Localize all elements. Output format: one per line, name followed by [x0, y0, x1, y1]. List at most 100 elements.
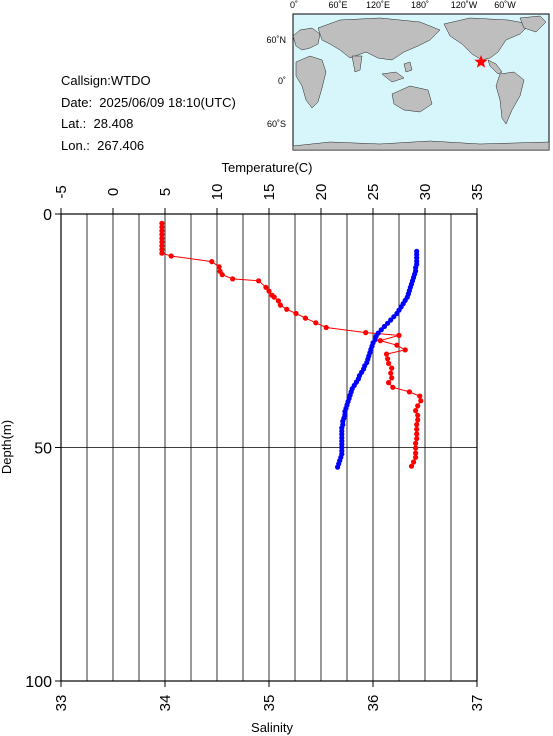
- temperature-point: [396, 332, 402, 338]
- temperature-point: [383, 351, 390, 357]
- map-lon-label: 120˚W: [451, 0, 478, 10]
- temperature-point: [411, 459, 417, 465]
- temperature-point: [159, 239, 165, 245]
- temperature-point: [209, 259, 215, 265]
- left-axis-tick-label: 0: [43, 207, 52, 224]
- temperature-point: [389, 375, 395, 381]
- temperature-point: [418, 398, 424, 404]
- top-axis: -5 0 5 10 15 20 25 30 35: [53, 184, 486, 214]
- temperature-point: [417, 393, 423, 399]
- temperature-point: [413, 440, 419, 446]
- map-lon-label: 0˚: [290, 0, 298, 10]
- salinity-point: [378, 327, 384, 333]
- temperature-point: [256, 278, 262, 284]
- longitude-label: Lon.:: [61, 137, 90, 153]
- location-map: 0˚ 60˚E 120˚E 180˚ 120˚W 60˚W 60˚N 0˚ 60…: [266, 0, 550, 151]
- latitude-value: 28.408: [93, 116, 134, 131]
- temperature-point: [216, 264, 222, 270]
- series-layer: [159, 220, 424, 470]
- temperature-point: [414, 422, 420, 428]
- left-axis: 0 50 100: [25, 207, 61, 691]
- temperature-point: [159, 246, 165, 253]
- left-axis-tick-label: 50: [34, 441, 52, 458]
- longitude-value: 267.406: [97, 137, 145, 153]
- temperature-point: [377, 338, 383, 344]
- bottom-axis-tick-label: 33: [53, 695, 70, 712]
- temperature-point: [414, 436, 420, 442]
- temperature-point: [413, 408, 419, 414]
- temperature-point: [386, 380, 392, 386]
- top-axis-title: Temperature(C): [221, 160, 312, 175]
- bottom-axis-tick-label: 37: [469, 695, 486, 712]
- map-lat-labels: 60˚N 0˚ 60˚S: [266, 35, 286, 129]
- temperature-point: [415, 417, 421, 423]
- bottom-axis-tick-label: 34: [157, 695, 174, 712]
- temperature-point: [284, 306, 290, 312]
- map-lon-label: 60˚W: [494, 0, 516, 10]
- temperature-point: [230, 276, 236, 282]
- temperature-point: [414, 426, 420, 432]
- temperature-point: [413, 454, 419, 460]
- temperature-point: [386, 360, 392, 366]
- map-lat-label: 60˚N: [266, 35, 286, 45]
- salinity-point: [394, 310, 400, 317]
- temperature-point: [263, 284, 269, 290]
- temperature-point: [415, 412, 421, 418]
- temperature-point: [385, 356, 391, 362]
- left-axis-tick-label: 100: [25, 674, 52, 691]
- map-lon-labels: 0˚ 60˚E 120˚E 180˚ 120˚W 60˚W: [290, 0, 516, 10]
- temperature-point: [415, 403, 421, 409]
- temperature-point: [159, 220, 165, 226]
- top-axis-tick-label: 5: [157, 188, 174, 196]
- latitude-row: Lat.: 28.408: [61, 113, 236, 135]
- temperature-point: [406, 389, 412, 395]
- map-lon-label: 120˚E: [366, 0, 390, 10]
- temperature-point: [159, 224, 165, 230]
- temperature-point: [389, 365, 395, 371]
- map-lon-label: 180˚: [411, 0, 429, 10]
- temperature-point: [413, 445, 419, 451]
- salinity-point: [388, 317, 394, 323]
- temperature-point: [271, 294, 277, 300]
- bottom-axis-title: Salinity: [251, 720, 293, 735]
- longitude-row: Lon.: 267.406: [61, 135, 236, 157]
- station-info: Callsign:WTDO Date: 2025/06/09 18:10(UTC…: [61, 70, 236, 156]
- date-text: Date: 2025/06/09 18:10(UTC): [61, 94, 236, 110]
- latitude-label: Lat.:: [61, 116, 87, 131]
- map-lon-label: 60˚E: [328, 0, 347, 10]
- temperature-point: [159, 231, 165, 238]
- temperature-point: [390, 384, 396, 390]
- map-land: [292, 15, 550, 151]
- map-lat-label: 0˚: [278, 76, 286, 86]
- temperature-point: [159, 235, 165, 241]
- temperature-point: [414, 431, 420, 437]
- top-axis-tick-label: 25: [365, 184, 382, 201]
- temperature-point: [394, 342, 400, 348]
- top-axis-tick-label: 30: [417, 184, 434, 201]
- top-axis-tick-label: 15: [261, 184, 278, 201]
- salinity-point: [381, 323, 387, 330]
- temperature-point: [293, 310, 299, 317]
- temperature-point: [266, 288, 272, 294]
- callsign-text: Callsign:WTDO: [61, 73, 151, 88]
- top-axis-tick-label: 0: [105, 188, 122, 196]
- temperature-point: [159, 243, 165, 249]
- temperature-point: [159, 250, 165, 256]
- salinity-point: [391, 314, 397, 320]
- top-axis-tick-label: -5: [53, 185, 70, 198]
- temperature-point: [313, 320, 319, 326]
- station-marker-star-icon: [474, 55, 488, 68]
- temperature-point: [363, 330, 369, 336]
- top-axis-tick-label: 35: [469, 184, 486, 201]
- salinity-point: [335, 464, 341, 470]
- temperature-point: [408, 463, 415, 469]
- temperature-point: [275, 298, 281, 304]
- y-axis-title: Depth(m): [0, 420, 14, 474]
- temperature-point: [302, 315, 308, 321]
- salinity-point: [385, 320, 391, 326]
- bottom-axis-tick-label: 35: [261, 695, 278, 712]
- temperature-point: [402, 347, 408, 353]
- map-lat-label: 60˚S: [267, 119, 286, 129]
- temperature-point: [388, 370, 394, 376]
